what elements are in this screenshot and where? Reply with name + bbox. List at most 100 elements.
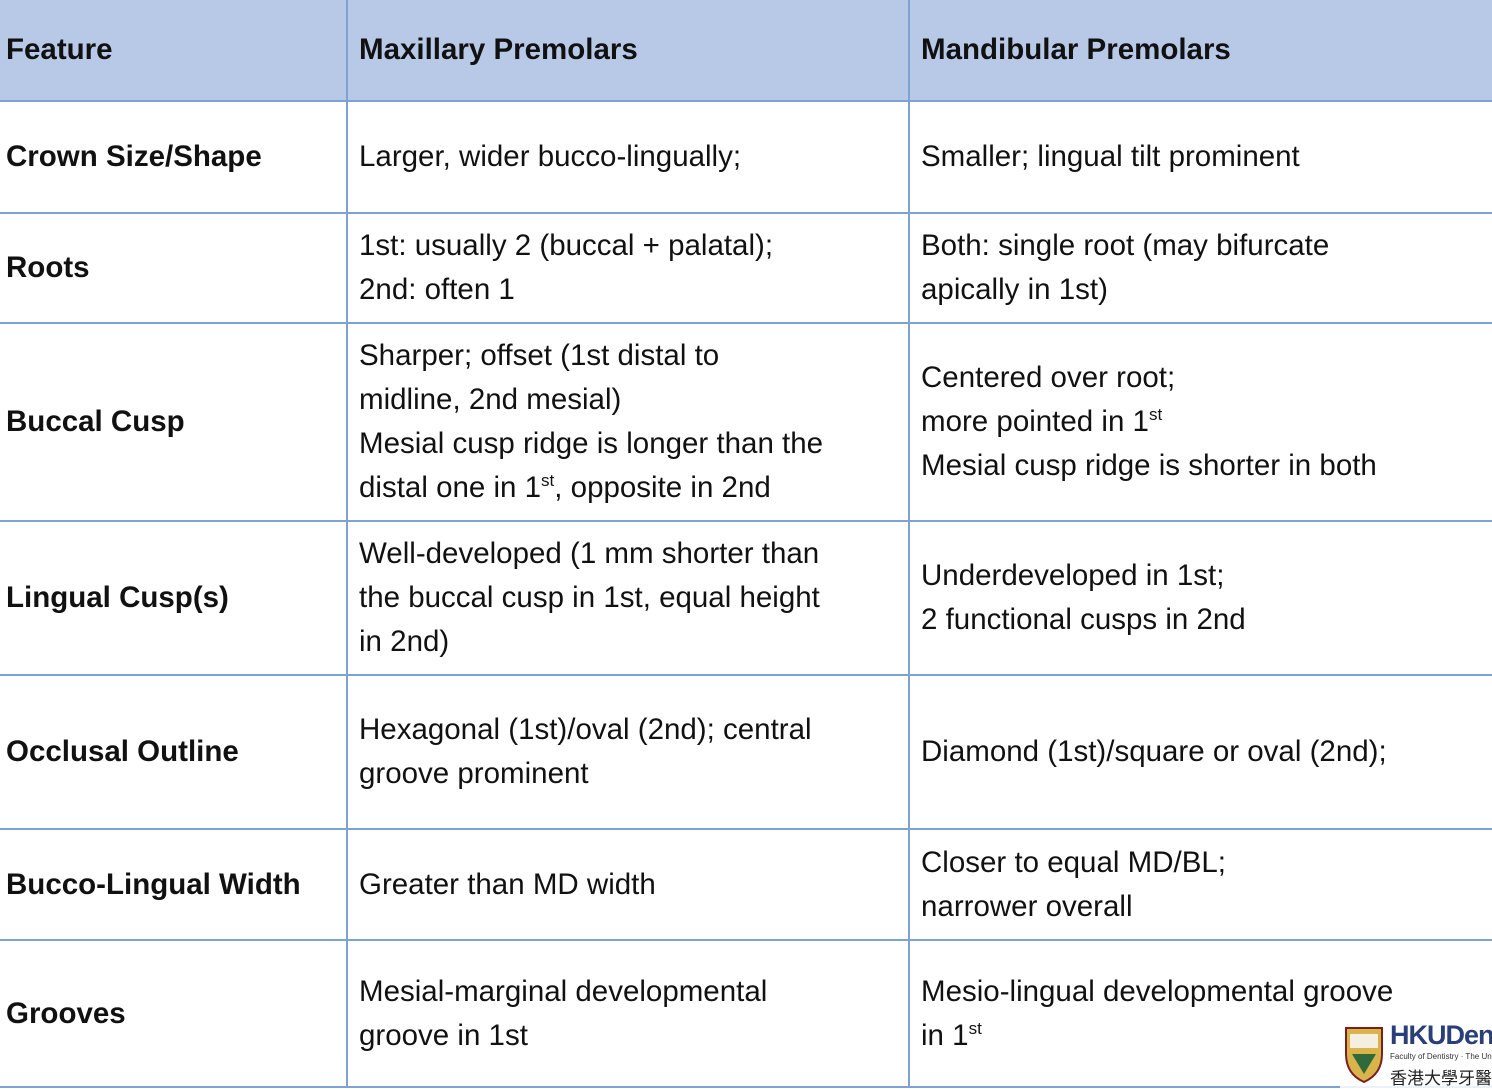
cell-line: Well-developed (1 mm shorter than <box>359 532 908 576</box>
header-text: Mandibular Premolars <box>921 33 1231 66</box>
text: Bucco-Lingual Width <box>6 867 301 901</box>
text: Mesial cusp ridge is shorter in both <box>921 449 1377 482</box>
header-cell: Feature <box>0 0 348 102</box>
cell: 1st: usually 2 (buccal + palatal); 2nd: o… <box>348 214 910 324</box>
logo: HKUDen Faculty of Dentistry · The Univer… <box>1340 1020 1492 1089</box>
text: Roots <box>6 251 90 284</box>
cell-line: Grooves <box>6 992 346 1036</box>
cell-line: Closer to equal MD/BL; <box>921 841 1492 885</box>
cell-line: Mesial cusp ridge is longer than the <box>359 422 908 466</box>
text: more pointed in 1 <box>921 405 1149 438</box>
text: Lingual Cusp(s) <box>6 581 229 614</box>
cell: Greater than MD width <box>348 830 910 941</box>
text: Greater than MD width <box>359 867 656 901</box>
text: Grooves <box>6 996 126 1030</box>
cell: Underdeveloped in 1st; 2 functional cusps… <box>910 522 1492 676</box>
cell: Diamond (1st)/square or oval (2nd); <box>910 676 1492 830</box>
cell-line: Larger, wider bucco-lingually; <box>359 135 908 179</box>
cell-line: midline, 2nd mesial) <box>359 378 908 422</box>
text: narrower overall <box>921 889 1133 923</box>
text: Closer to equal MD/BL; <box>921 845 1226 879</box>
superscript: st <box>968 1018 982 1038</box>
cell-line: Greater than MD width <box>359 863 908 907</box>
text: Occlusal Outline <box>6 735 239 768</box>
text: Hexagonal (1st)/oval (2nd); central <box>359 713 812 746</box>
text: Sharper; offset (1st distal to <box>359 339 720 372</box>
feature-cell: Buccal Cusp <box>0 324 348 522</box>
text: Underdeveloped in 1st; <box>921 559 1225 592</box>
text: midline, 2nd mesial) <box>359 383 622 416</box>
cell: Hexagonal (1st)/oval (2nd); central groov… <box>348 676 910 830</box>
text: Both: single root (may bifurcate <box>921 229 1330 262</box>
cell: Mesial-marginal developmental groove in 1… <box>348 941 910 1088</box>
text: 1st: usually 2 (buccal + palatal); <box>359 229 774 262</box>
text: , opposite in 2nd <box>554 471 771 504</box>
text: groove prominent <box>359 757 589 790</box>
text: the buccal cusp in 1st, equal height <box>359 581 820 614</box>
cell-line: Mesial cusp ridge is shorter in both <box>921 444 1492 488</box>
cell-line: in 1st <box>921 1014 1492 1058</box>
logo-name: HKUDen <box>1390 1020 1492 1050</box>
cell-line: 1st: usually 2 (buccal + palatal); <box>359 224 908 268</box>
cell-line: groove in 1st <box>359 1014 908 1058</box>
cell-line: Bucco-Lingual Width <box>6 863 346 907</box>
text: distal one in 1 <box>359 471 542 504</box>
text: Well-developed (1 mm shorter than <box>359 537 820 570</box>
cell-line: Buccal Cusp <box>6 400 346 444</box>
cell-line: groove prominent <box>359 752 908 796</box>
superscript: st <box>541 471 555 490</box>
header-cell: Maxillary Premolars <box>348 0 910 102</box>
text: in 1 <box>921 1018 969 1052</box>
feature-cell: Grooves <box>0 941 348 1088</box>
cell-line: Lingual Cusp(s) <box>6 576 346 620</box>
cell: Larger, wider bucco-lingually; <box>348 102 910 214</box>
cell: Mesio-lingual developmental groove in 1st <box>910 941 1492 1088</box>
cell-line: Mesial-marginal developmental <box>359 970 908 1014</box>
text: Mesial-marginal developmental <box>359 974 768 1008</box>
cell-line: the buccal cusp in 1st, equal height <box>359 576 908 620</box>
cell: Centered over root; more pointed in 1st Me… <box>910 324 1492 522</box>
text: Mesial cusp ridge is longer than the <box>359 427 824 460</box>
text: Diamond (1st)/square or oval (2nd); <box>921 735 1387 768</box>
cell-line: Diamond (1st)/square or oval (2nd); <box>921 730 1492 774</box>
cell-line: 2 functional cusps in 2nd <box>921 598 1492 642</box>
cell-line: Roots <box>6 246 346 290</box>
cell-line: apically in 1st) <box>921 268 1492 312</box>
text: apically in 1st) <box>921 273 1108 306</box>
text: Larger, wider bucco-lingually; <box>359 140 742 173</box>
cell: Well-developed (1 mm shorter than the buc… <box>348 522 910 676</box>
text: groove in 1st <box>359 1018 528 1052</box>
cell: Closer to equal MD/BL; narrower overall <box>910 830 1492 941</box>
cell: Both: single root (may bifurcate apically… <box>910 214 1492 324</box>
feature-cell: Occlusal Outline <box>0 676 348 830</box>
logo-subtitle: Faculty of Dentistry · The University <box>1390 1052 1492 1061</box>
cell-line: in 2nd) <box>359 620 908 664</box>
text: 2nd: often 1 <box>359 273 515 306</box>
cell: Sharper; offset (1st distal to midline, 2… <box>348 324 910 522</box>
cell-line: more pointed in 1st <box>921 400 1492 444</box>
cell-line: Sharper; offset (1st distal to <box>359 334 908 378</box>
text: in 2nd) <box>359 625 450 658</box>
feature-cell: Lingual Cusp(s) <box>0 522 348 676</box>
text: Buccal Cusp <box>6 405 185 438</box>
header-text: Maxillary Premolars <box>359 33 638 66</box>
cell-line: Both: single root (may bifurcate <box>921 224 1492 268</box>
cell-line: narrower overall <box>921 885 1492 929</box>
cell-line: Occlusal Outline <box>6 730 346 774</box>
cell-line: Mesio-lingual developmental groove <box>921 970 1492 1014</box>
feature-cell: Crown Size/Shape <box>0 102 348 214</box>
cell-line: Smaller; lingual tilt prominent <box>921 135 1492 179</box>
text: Smaller; lingual tilt prominent <box>921 140 1300 173</box>
header-text: Feature <box>6 33 113 66</box>
cell-line: Hexagonal (1st)/oval (2nd); central <box>359 708 908 752</box>
cell: Smaller; lingual tilt prominent <box>910 102 1492 214</box>
crest <box>1345 1027 1383 1084</box>
text: Mesio-lingual developmental groove <box>921 974 1394 1008</box>
header-cell: Mandibular Premolars <box>910 0 1492 102</box>
cell-line: Underdeveloped in 1st; <box>921 554 1492 598</box>
cell-line: 2nd: often 1 <box>359 268 908 312</box>
feature-cell: Bucco-Lingual Width <box>0 830 348 941</box>
cell-line: distal one in 1st, opposite in 2nd <box>359 466 908 510</box>
